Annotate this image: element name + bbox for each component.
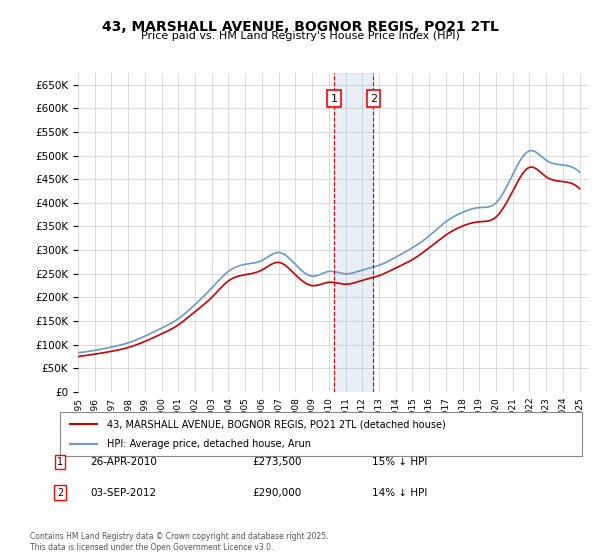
Text: 43, MARSHALL AVENUE, BOGNOR REGIS, PO21 2TL (detached house): 43, MARSHALL AVENUE, BOGNOR REGIS, PO21 … — [107, 419, 446, 429]
Text: 14% ↓ HPI: 14% ↓ HPI — [372, 488, 427, 498]
Bar — [334, 73, 373, 392]
Text: 2: 2 — [370, 94, 377, 104]
Text: Price paid vs. HM Land Registry's House Price Index (HPI): Price paid vs. HM Land Registry's House … — [140, 31, 460, 41]
Text: 26-APR-2010: 26-APR-2010 — [90, 457, 157, 467]
Text: £290,000: £290,000 — [252, 488, 301, 498]
Text: 03-SEP-2012: 03-SEP-2012 — [90, 488, 156, 498]
Text: £273,500: £273,500 — [252, 457, 302, 467]
Text: 1: 1 — [331, 94, 338, 104]
Text: Contains HM Land Registry data © Crown copyright and database right 2025.
This d: Contains HM Land Registry data © Crown c… — [30, 532, 329, 552]
Text: 1: 1 — [57, 457, 63, 467]
Text: 43, MARSHALL AVENUE, BOGNOR REGIS, PO21 2TL: 43, MARSHALL AVENUE, BOGNOR REGIS, PO21 … — [101, 20, 499, 34]
Text: 15% ↓ HPI: 15% ↓ HPI — [372, 457, 427, 467]
Text: HPI: Average price, detached house, Arun: HPI: Average price, detached house, Arun — [107, 439, 311, 449]
Text: 2: 2 — [57, 488, 63, 498]
